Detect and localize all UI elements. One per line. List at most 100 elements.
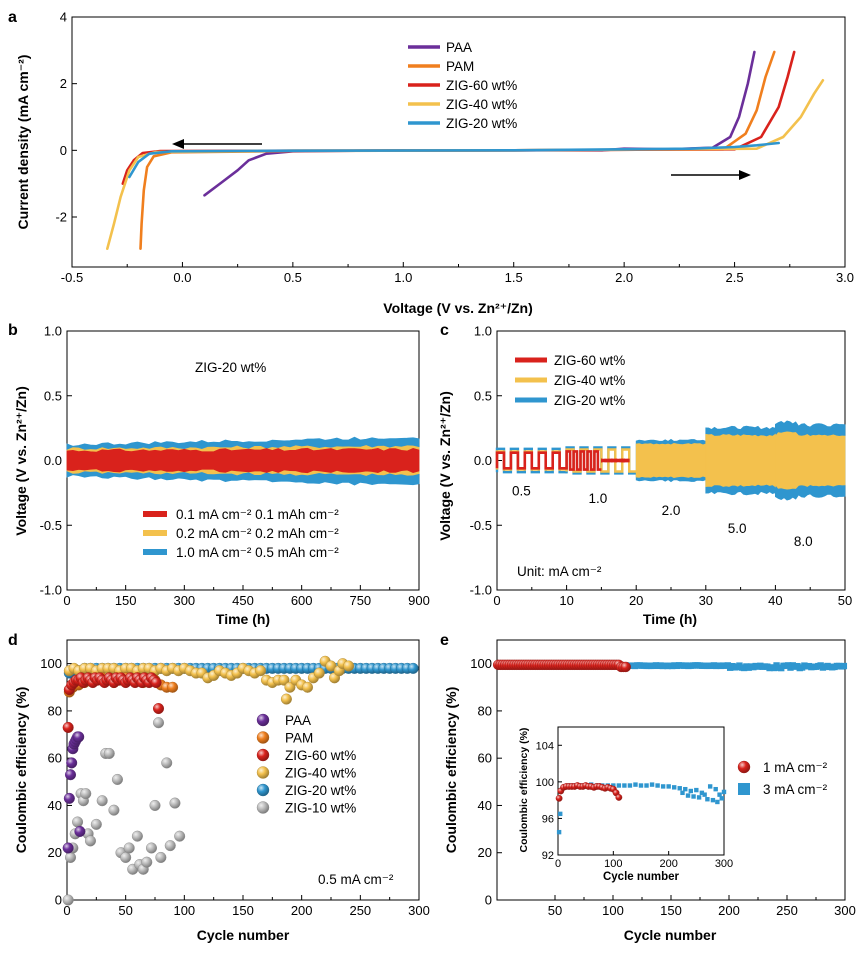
data-point	[164, 840, 176, 852]
x-tick-label: 40	[768, 593, 782, 608]
inset-data-point	[691, 794, 696, 799]
y-axis-label: Coulombic efficiency (%)	[443, 687, 459, 853]
data-point	[111, 773, 123, 785]
y-tick-label: 20	[48, 845, 62, 860]
legend-marker	[737, 760, 751, 774]
x-tick-label: 1.5	[505, 270, 523, 285]
y-tick-label: 0	[55, 893, 62, 908]
data-point	[108, 804, 120, 816]
legend-label: 0.2 mA cm⁻² 0.2 mAh cm⁻²	[176, 526, 339, 541]
series-band	[775, 431, 846, 490]
rate-label: 2.0	[662, 503, 681, 518]
series-band-ZIG-60	[66, 447, 420, 474]
legend-marker	[256, 766, 270, 779]
data-point	[120, 851, 132, 863]
legend-label: PAM	[285, 731, 313, 746]
x-tick-label: 0	[63, 593, 70, 608]
data-point	[153, 717, 165, 729]
y-tick-label: 0.5	[474, 388, 492, 403]
inset-data-point	[715, 799, 720, 805]
data-point	[280, 693, 292, 705]
legend-marker	[256, 801, 270, 814]
x-tick-label: 50	[118, 903, 132, 918]
data-point	[167, 681, 179, 693]
inset-x-label: Cycle number	[603, 871, 680, 883]
inset-data-point	[611, 783, 616, 788]
x-tick-label: 250	[349, 903, 371, 918]
series-square-wave	[495, 451, 567, 470]
annotation: 0.5 mA cm⁻²	[318, 872, 394, 887]
data-point	[155, 851, 167, 863]
inset-x-tick-label: 100	[604, 858, 622, 870]
legend-label: ZIG-20 wt%	[554, 393, 625, 408]
data-point	[840, 662, 848, 670]
data-point	[302, 681, 314, 693]
data-point	[343, 660, 355, 672]
legend-label: ZIG-60 wt%	[446, 78, 517, 93]
inset-data-point	[649, 782, 655, 787]
series-band	[705, 433, 776, 488]
x-tick-label: 200	[291, 903, 313, 918]
data-point	[325, 660, 337, 672]
legend-label: ZIG-60 wt%	[285, 748, 356, 763]
panel-letter: e	[440, 632, 449, 649]
data-point	[62, 842, 74, 854]
data-point	[80, 788, 92, 800]
inset-data-point	[666, 784, 671, 789]
inset-data-point	[633, 782, 638, 787]
x-tick-label: 20	[629, 593, 643, 608]
data-point	[141, 856, 153, 868]
y-tick-label: 2	[60, 76, 67, 91]
x-tick-label: 1.0	[394, 270, 412, 285]
series-square-wave	[565, 448, 637, 473]
panel-letter: b	[8, 322, 18, 339]
x-axis-label: Cycle number	[197, 927, 290, 943]
series-PAA	[62, 731, 86, 854]
y-tick-label: 100	[40, 656, 62, 671]
x-tick-label: 300	[408, 903, 430, 918]
rate-label: 0.5	[512, 483, 531, 498]
inset-data-point	[616, 783, 622, 788]
inset-y-tick-label: 100	[536, 777, 554, 789]
inset-data-point	[702, 792, 707, 797]
x-tick-label: 0.5	[284, 270, 302, 285]
inset-data-point	[721, 789, 727, 795]
legend-label: 0.1 mA cm⁻² 0.1 mAh cm⁻²	[176, 507, 339, 522]
x-tick-label: -0.5	[61, 270, 83, 285]
data-point	[65, 851, 77, 863]
y-tick-label: 80	[478, 703, 492, 718]
legend-label: ZIG-40 wt%	[446, 97, 517, 112]
x-tick-label: 200	[718, 903, 740, 918]
legend-marker	[738, 783, 750, 795]
y-tick-label: 40	[48, 798, 62, 813]
y-tick-label: 80	[48, 703, 62, 718]
data-point	[66, 757, 78, 769]
data-point	[620, 661, 631, 673]
data-point	[72, 816, 84, 828]
inset-x-tick-label: 300	[715, 858, 733, 870]
inset-data-point	[627, 783, 633, 788]
inset-data-point	[660, 784, 666, 789]
legend-label: PAA	[285, 713, 311, 728]
data-point	[84, 835, 96, 847]
arrow-left-head	[172, 139, 184, 149]
arrow-right-head	[739, 170, 751, 180]
inset-data-point	[556, 829, 562, 835]
x-tick-label: 10	[559, 593, 573, 608]
y-tick-label: 60	[478, 751, 492, 766]
x-tick-label: 150	[232, 903, 254, 918]
y-tick-label: -2	[55, 210, 67, 225]
y-tick-label: 60	[48, 751, 62, 766]
x-axis-label: Time (h)	[643, 611, 697, 627]
inset-data-point	[685, 793, 691, 798]
inset-data-point	[717, 792, 722, 797]
legend-marker	[256, 731, 270, 744]
y-tick-label: 1.0	[44, 324, 62, 339]
data-point	[149, 799, 161, 811]
legend-label: ZIG-20 wt%	[285, 783, 356, 798]
data-point	[313, 667, 325, 679]
x-axis-label: Voltage (V vs. Zn²⁺/Zn)	[383, 300, 532, 316]
data-point	[123, 842, 135, 854]
data-point	[174, 830, 186, 842]
